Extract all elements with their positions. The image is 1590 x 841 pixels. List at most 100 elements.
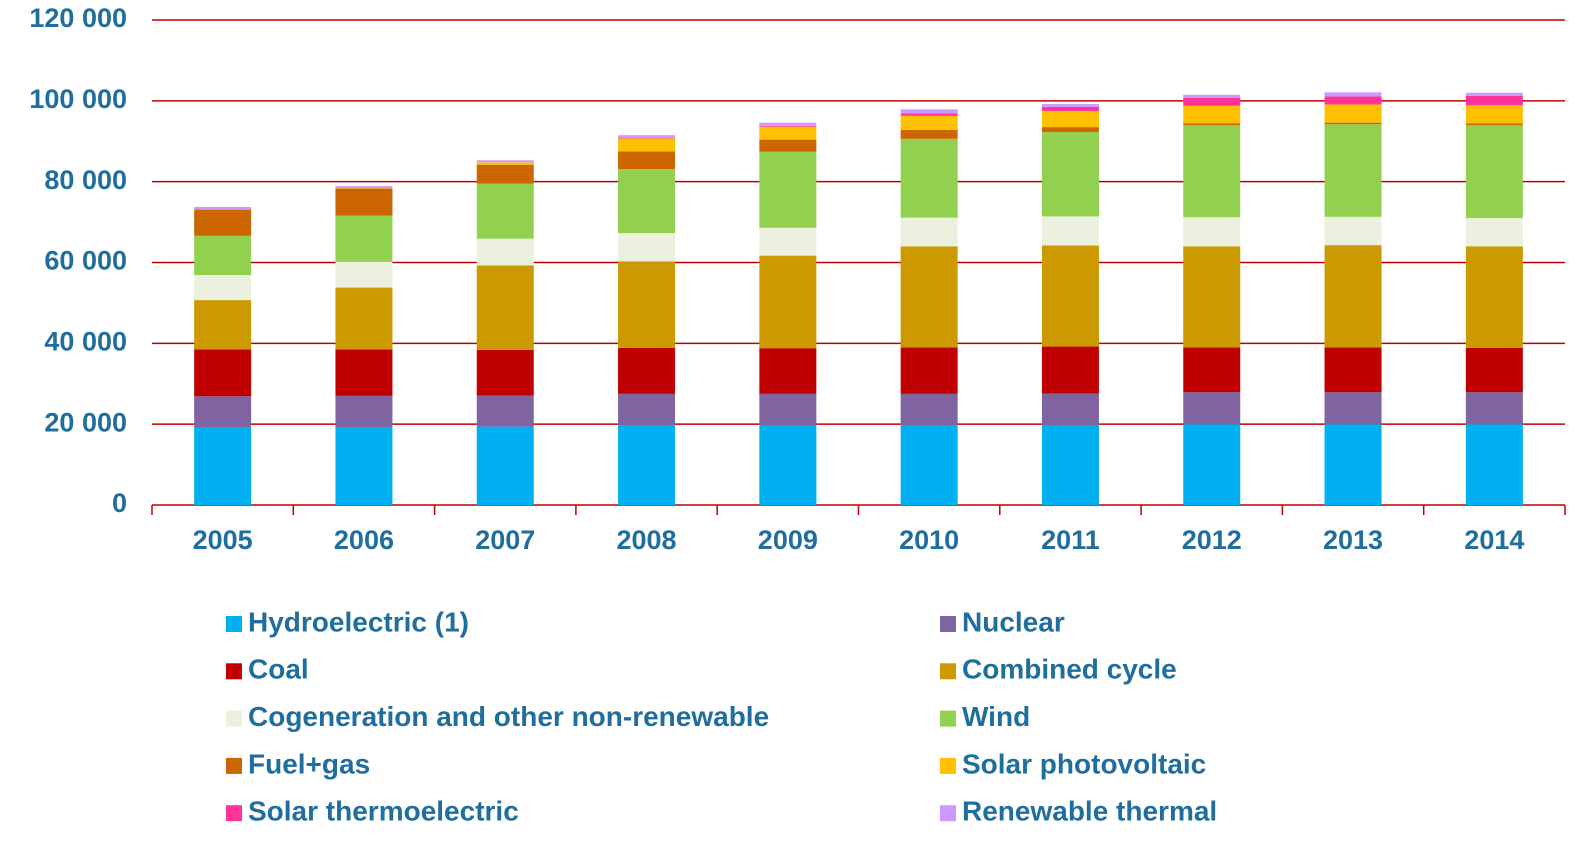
- bar-segment: [476, 426, 534, 505]
- y-tick-label: 20 000: [44, 407, 127, 437]
- bar-segment: [1183, 98, 1241, 106]
- x-tick-label: 2005: [193, 525, 253, 555]
- bar-segment: [476, 164, 534, 184]
- legend-swatch: [226, 757, 242, 774]
- bar-segment: [476, 160, 534, 163]
- bar-segment: [900, 424, 958, 505]
- bar-segment: [759, 255, 817, 349]
- bar-segment: [335, 261, 393, 288]
- bar-segment: [618, 347, 676, 394]
- legend-swatch: [940, 805, 956, 822]
- bar-segment: [759, 122, 817, 126]
- bar-segment: [618, 232, 676, 262]
- bar-segment: [1041, 393, 1099, 425]
- bar-segment: [476, 183, 534, 239]
- bar-segment: [1324, 347, 1382, 393]
- bar-segment: [194, 275, 252, 301]
- y-tick-label: 0: [112, 488, 127, 518]
- bar-segment: [1324, 392, 1382, 425]
- y-tick-label: 100 000: [29, 84, 127, 114]
- bar-segment: [618, 151, 676, 170]
- legend-swatch: [940, 757, 956, 774]
- bar-segment: [194, 209, 252, 236]
- bar-segment: [1041, 131, 1099, 217]
- bar-segment: [194, 300, 252, 350]
- bar-segment: [194, 396, 252, 427]
- bar-segment: [1183, 123, 1241, 126]
- bar-segment: [1041, 106, 1099, 111]
- x-tick-label: 2009: [758, 525, 818, 555]
- bar-segment: [900, 347, 958, 394]
- bar-segment: [194, 235, 252, 276]
- x-tick-label: 2011: [1041, 525, 1100, 555]
- bar-segment: [1465, 218, 1523, 247]
- bar-segment: [900, 115, 958, 130]
- legend-label: Combined cycle: [962, 654, 1177, 685]
- bar-segment: [1041, 104, 1099, 107]
- bar-segment: [900, 393, 958, 425]
- bar-segment: [900, 109, 958, 114]
- bar-segment: [1465, 424, 1523, 505]
- legend-label: Nuclear: [962, 606, 1065, 637]
- bar-segment: [194, 426, 252, 505]
- bar-segment: [476, 238, 534, 266]
- bar-segment: [335, 215, 393, 262]
- legend-label: Coal: [248, 654, 309, 685]
- x-tick-label: 2007: [475, 525, 535, 555]
- bar-segment: [900, 217, 958, 247]
- bar-segment: [1324, 96, 1382, 105]
- bar-segment: [1183, 105, 1241, 124]
- bar-segment: [618, 135, 676, 139]
- bar-segment: [1324, 124, 1382, 217]
- bar-segment: [335, 395, 393, 427]
- y-tick-label: 40 000: [44, 326, 127, 356]
- bar-segment: [476, 265, 534, 350]
- legend-swatch: [940, 663, 956, 680]
- legend-swatch: [940, 710, 956, 727]
- bar-segment: [759, 348, 817, 394]
- bar-segment: [759, 126, 817, 140]
- legend-swatch: [226, 710, 242, 727]
- bar-segment: [1183, 125, 1241, 218]
- bar-segment: [1324, 216, 1382, 246]
- legend-label: Solar photovoltaic: [962, 748, 1206, 779]
- legend-swatch: [940, 616, 956, 632]
- bar-segment: [476, 349, 534, 396]
- bar-segment: [335, 188, 393, 216]
- bar-segment: [1465, 392, 1523, 425]
- bar-segment: [1324, 424, 1382, 505]
- bar-segment: [1324, 122, 1382, 125]
- bar-segment: [1041, 346, 1099, 394]
- y-tick-label: 60 000: [44, 246, 127, 276]
- bar-segment: [618, 393, 676, 425]
- bar-segment: [618, 261, 676, 348]
- bar-segment: [335, 426, 393, 505]
- bar-segment: [1041, 245, 1099, 347]
- legend-label: Hydroelectric (1): [248, 606, 469, 637]
- legend-label: Fuel+gas: [248, 748, 370, 779]
- bar-segment: [1324, 245, 1382, 348]
- x-tick-label: 2006: [334, 525, 394, 555]
- bar-segment: [900, 129, 958, 139]
- x-tick-label: 2012: [1182, 525, 1242, 555]
- bar-segment: [900, 138, 958, 218]
- bar-segment: [1183, 347, 1241, 393]
- bar-segment: [1324, 92, 1382, 97]
- legend-swatch: [226, 663, 242, 680]
- bar-segment: [194, 206, 252, 210]
- bar-segment: [1465, 105, 1523, 124]
- bar-segment: [1324, 104, 1382, 123]
- y-tick-label: 80 000: [44, 165, 127, 195]
- bar-segment: [618, 169, 676, 233]
- bar-segment: [1183, 424, 1241, 505]
- bar-segment: [1465, 123, 1523, 126]
- bar-segment: [476, 395, 534, 427]
- legend-label: Renewable thermal: [962, 796, 1217, 827]
- bar-segment: [759, 393, 817, 425]
- y-tick-label: 120 000: [29, 3, 127, 33]
- bar-segment: [1041, 216, 1099, 246]
- legend-swatch: [226, 805, 242, 822]
- bar-segment: [1041, 110, 1099, 128]
- bar-segment: [900, 113, 958, 116]
